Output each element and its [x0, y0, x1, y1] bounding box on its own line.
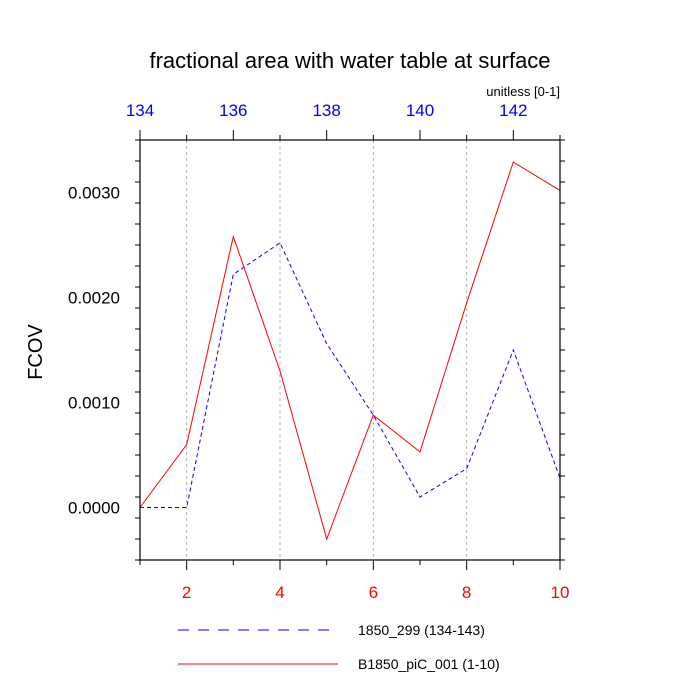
chart-title: fractional area with water table at surf…: [149, 48, 550, 73]
x-bottom-tick-label: 10: [551, 583, 570, 602]
series-line: [139, 161, 561, 541]
x-bottom-tick-label: 6: [369, 583, 378, 602]
y-tick-label: 0.0010: [68, 394, 120, 413]
x-bottom-tick-label: 8: [462, 583, 471, 602]
legend-label: 1850_299 (134-143): [358, 622, 485, 638]
x-top-tick-label: 142: [499, 101, 527, 120]
y-tick-label: 0.0000: [68, 499, 120, 518]
units-label: unitless [0-1]: [486, 84, 560, 99]
x-top-tick-label: 134: [126, 101, 154, 120]
x-top-tick-label: 136: [219, 101, 247, 120]
x-top-tick-label: 138: [312, 101, 340, 120]
legend-label: B1850_piC_001 (1-10): [358, 656, 500, 672]
x-bottom-tick-label: 2: [182, 583, 191, 602]
tick-labels: 0.0000 0.0010 0.0020 0.0030 2 4 6 8 10 134 136 138 1…: [68, 101, 569, 602]
axis-ticks: [135, 130, 565, 570]
y-axis-label: FCOV: [25, 324, 47, 380]
x-bottom-tick-label: 4: [275, 583, 284, 602]
grid-lines: [186, 140, 468, 560]
legend: 1850_299 (134-143) B1850_piC_001 (1-10): [178, 622, 500, 672]
series-line: [140, 242, 561, 508]
y-tick-label: 0.0020: [68, 289, 120, 308]
series-lines: [139, 161, 561, 541]
y-tick-label: 0.0030: [68, 184, 120, 203]
x-top-tick-label: 140: [406, 101, 434, 120]
plot-frame: [139, 139, 561, 561]
